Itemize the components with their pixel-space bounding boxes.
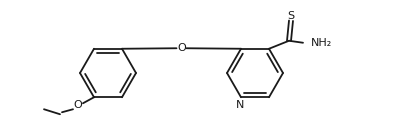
Text: S: S	[287, 11, 294, 21]
Text: NH₂: NH₂	[310, 38, 331, 48]
Text: O: O	[177, 43, 185, 53]
Text: O: O	[73, 100, 82, 110]
Text: N: N	[235, 100, 243, 110]
